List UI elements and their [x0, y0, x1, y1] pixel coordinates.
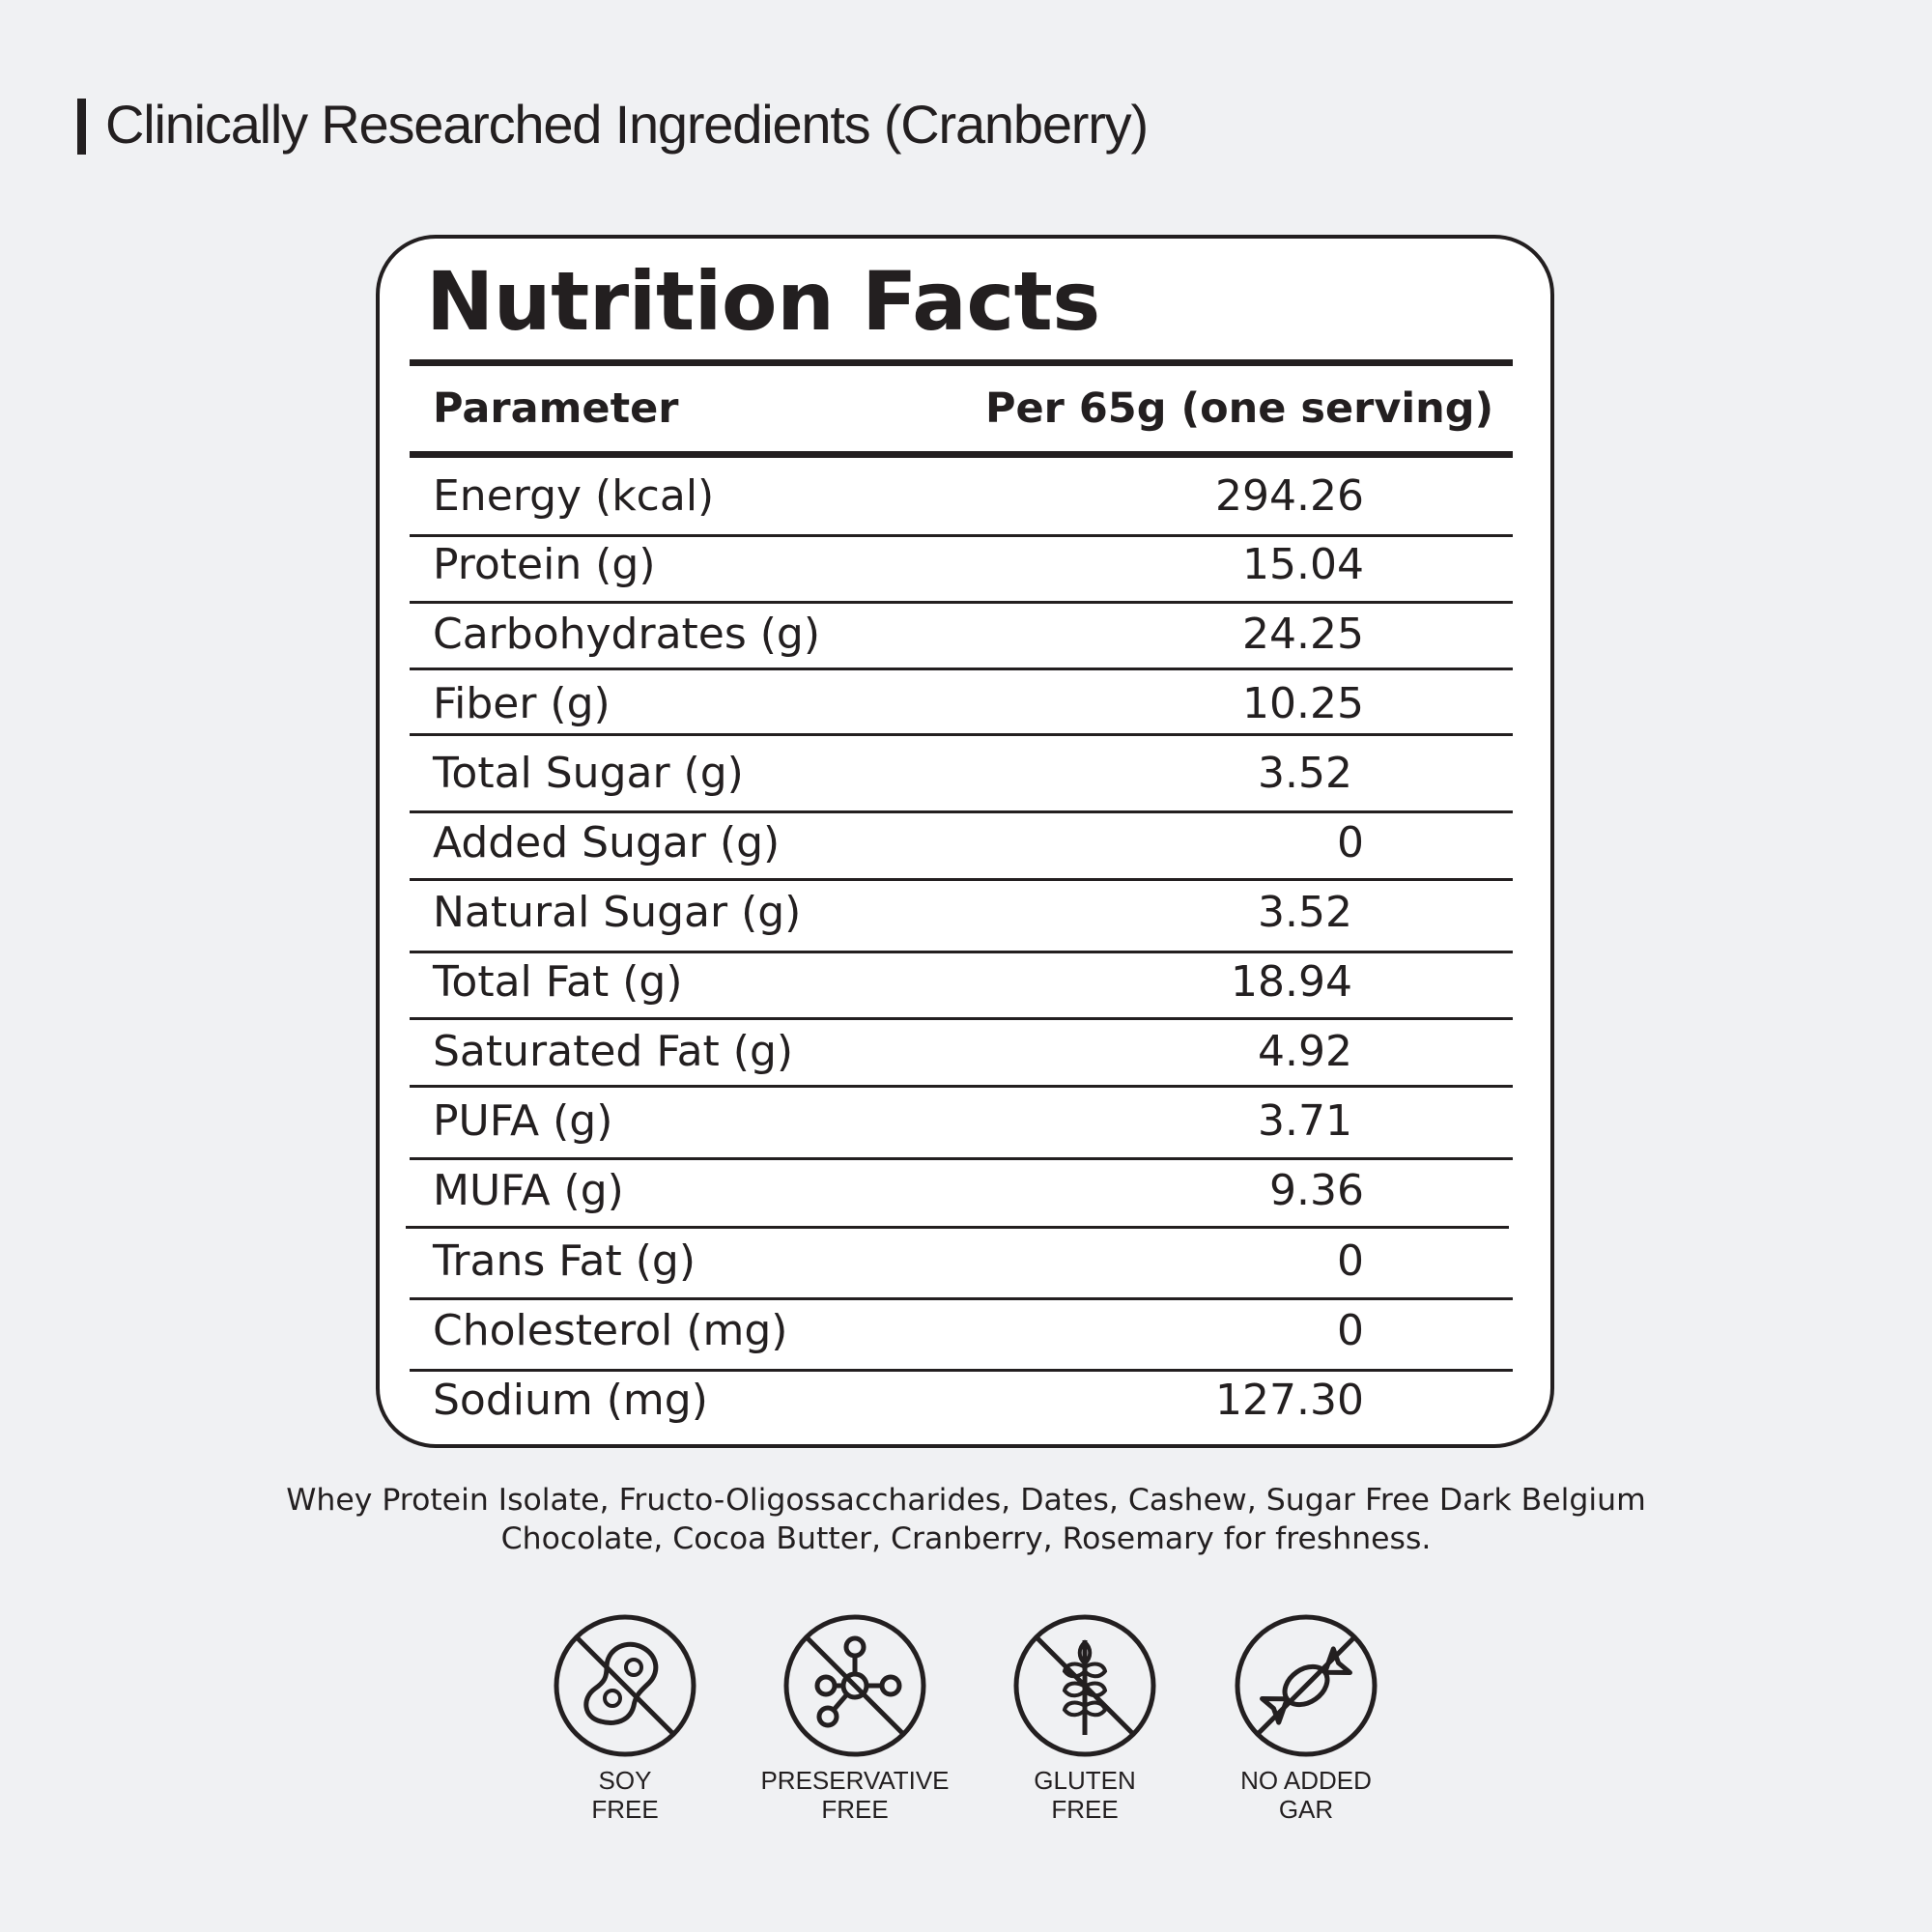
column-header-per-serving: Per 65g (one serving)	[985, 384, 1494, 433]
row-value: 4.92	[1258, 1027, 1352, 1076]
badge-label: SOY FREE	[591, 1766, 659, 1824]
row-divider	[410, 878, 1513, 881]
nutrition-facts-panel	[376, 235, 1554, 1448]
row-value: 9.36	[1269, 1166, 1364, 1215]
no-soy-icon	[554, 1614, 696, 1757]
row-value: 127.30	[1215, 1376, 1364, 1425]
row-divider	[410, 951, 1513, 953]
row-value: 3.52	[1258, 888, 1352, 937]
page-heading: Clinically Researched Ingredients (Cranb…	[77, 89, 1149, 158]
row-value: 3.71	[1258, 1096, 1352, 1146]
row-label: Cholesterol (mg)	[433, 1306, 788, 1355]
row-value: 15.04	[1242, 540, 1364, 589]
badge-gluten-free: GLUTEN FREE	[959, 1613, 1210, 1824]
no-gluten-icon	[1013, 1614, 1156, 1757]
row-label: Total Fat (g)	[433, 957, 683, 1007]
row-label: Carbohydrates (g)	[433, 610, 821, 659]
row-divider	[410, 1297, 1513, 1300]
row-label: Protein (g)	[433, 540, 656, 589]
ingredients-line: Whey Protein Isolate, Fructo-Oligossacch…	[286, 1483, 1646, 1518]
row-divider	[410, 1157, 1513, 1160]
header-divider	[410, 451, 1513, 458]
row-divider	[410, 733, 1513, 736]
page-title: Clinically Researched Ingredients (Cranb…	[105, 93, 1149, 155]
row-label: MUFA (g)	[433, 1166, 624, 1215]
ingredients-list: Whey Protein Isolate, Fructo-Oligossacch…	[193, 1481, 1739, 1558]
heading-accent-bar	[77, 99, 86, 155]
column-header-parameter: Parameter	[433, 384, 679, 433]
row-label: Trans Fat (g)	[433, 1236, 696, 1286]
row-value: 0	[1337, 818, 1364, 867]
badge-label: GLUTEN FREE	[1034, 1766, 1136, 1824]
row-value: 0	[1337, 1306, 1364, 1355]
row-label: Fiber (g)	[433, 679, 611, 728]
badge-preservative-free: PRESERVATIVE FREE	[729, 1613, 980, 1824]
no-preservative-icon	[783, 1614, 926, 1757]
row-divider	[410, 1085, 1513, 1088]
badge-label: PRESERVATIVE FREE	[760, 1766, 950, 1824]
row-value: 24.25	[1242, 610, 1364, 659]
row-label: Energy (kcal)	[433, 471, 715, 521]
row-divider	[410, 668, 1513, 670]
row-value: 0	[1337, 1236, 1364, 1286]
row-label: Total Sugar (g)	[433, 749, 744, 798]
row-divider	[410, 1017, 1513, 1020]
row-value: 18.94	[1231, 957, 1352, 1007]
row-divider	[410, 810, 1513, 813]
title-divider	[410, 359, 1513, 366]
badge-no-added-sugar: NO ADDED GAR	[1180, 1613, 1432, 1824]
row-value: 294.26	[1215, 471, 1364, 521]
badge-label: NO ADDED GAR	[1240, 1766, 1372, 1824]
row-divider	[410, 1369, 1513, 1372]
ingredients-line: Chocolate, Cocoa Butter, Cranberry, Rose…	[500, 1521, 1432, 1556]
row-label: Sodium (mg)	[433, 1376, 708, 1425]
row-label: Saturated Fat (g)	[433, 1027, 794, 1076]
row-divider	[406, 1226, 1509, 1229]
row-divider	[410, 601, 1513, 604]
row-divider	[410, 534, 1513, 537]
no-sugar-icon	[1235, 1614, 1378, 1757]
row-label: PUFA (g)	[433, 1096, 613, 1146]
row-value: 10.25	[1242, 679, 1364, 728]
row-label: Natural Sugar (g)	[433, 888, 802, 937]
nutrition-facts-title: Nutrition Facts	[426, 254, 1100, 349]
badge-soy-free: SOY FREE	[499, 1613, 751, 1824]
row-value: 3.52	[1258, 749, 1352, 798]
row-label: Added Sugar (g)	[433, 818, 781, 867]
